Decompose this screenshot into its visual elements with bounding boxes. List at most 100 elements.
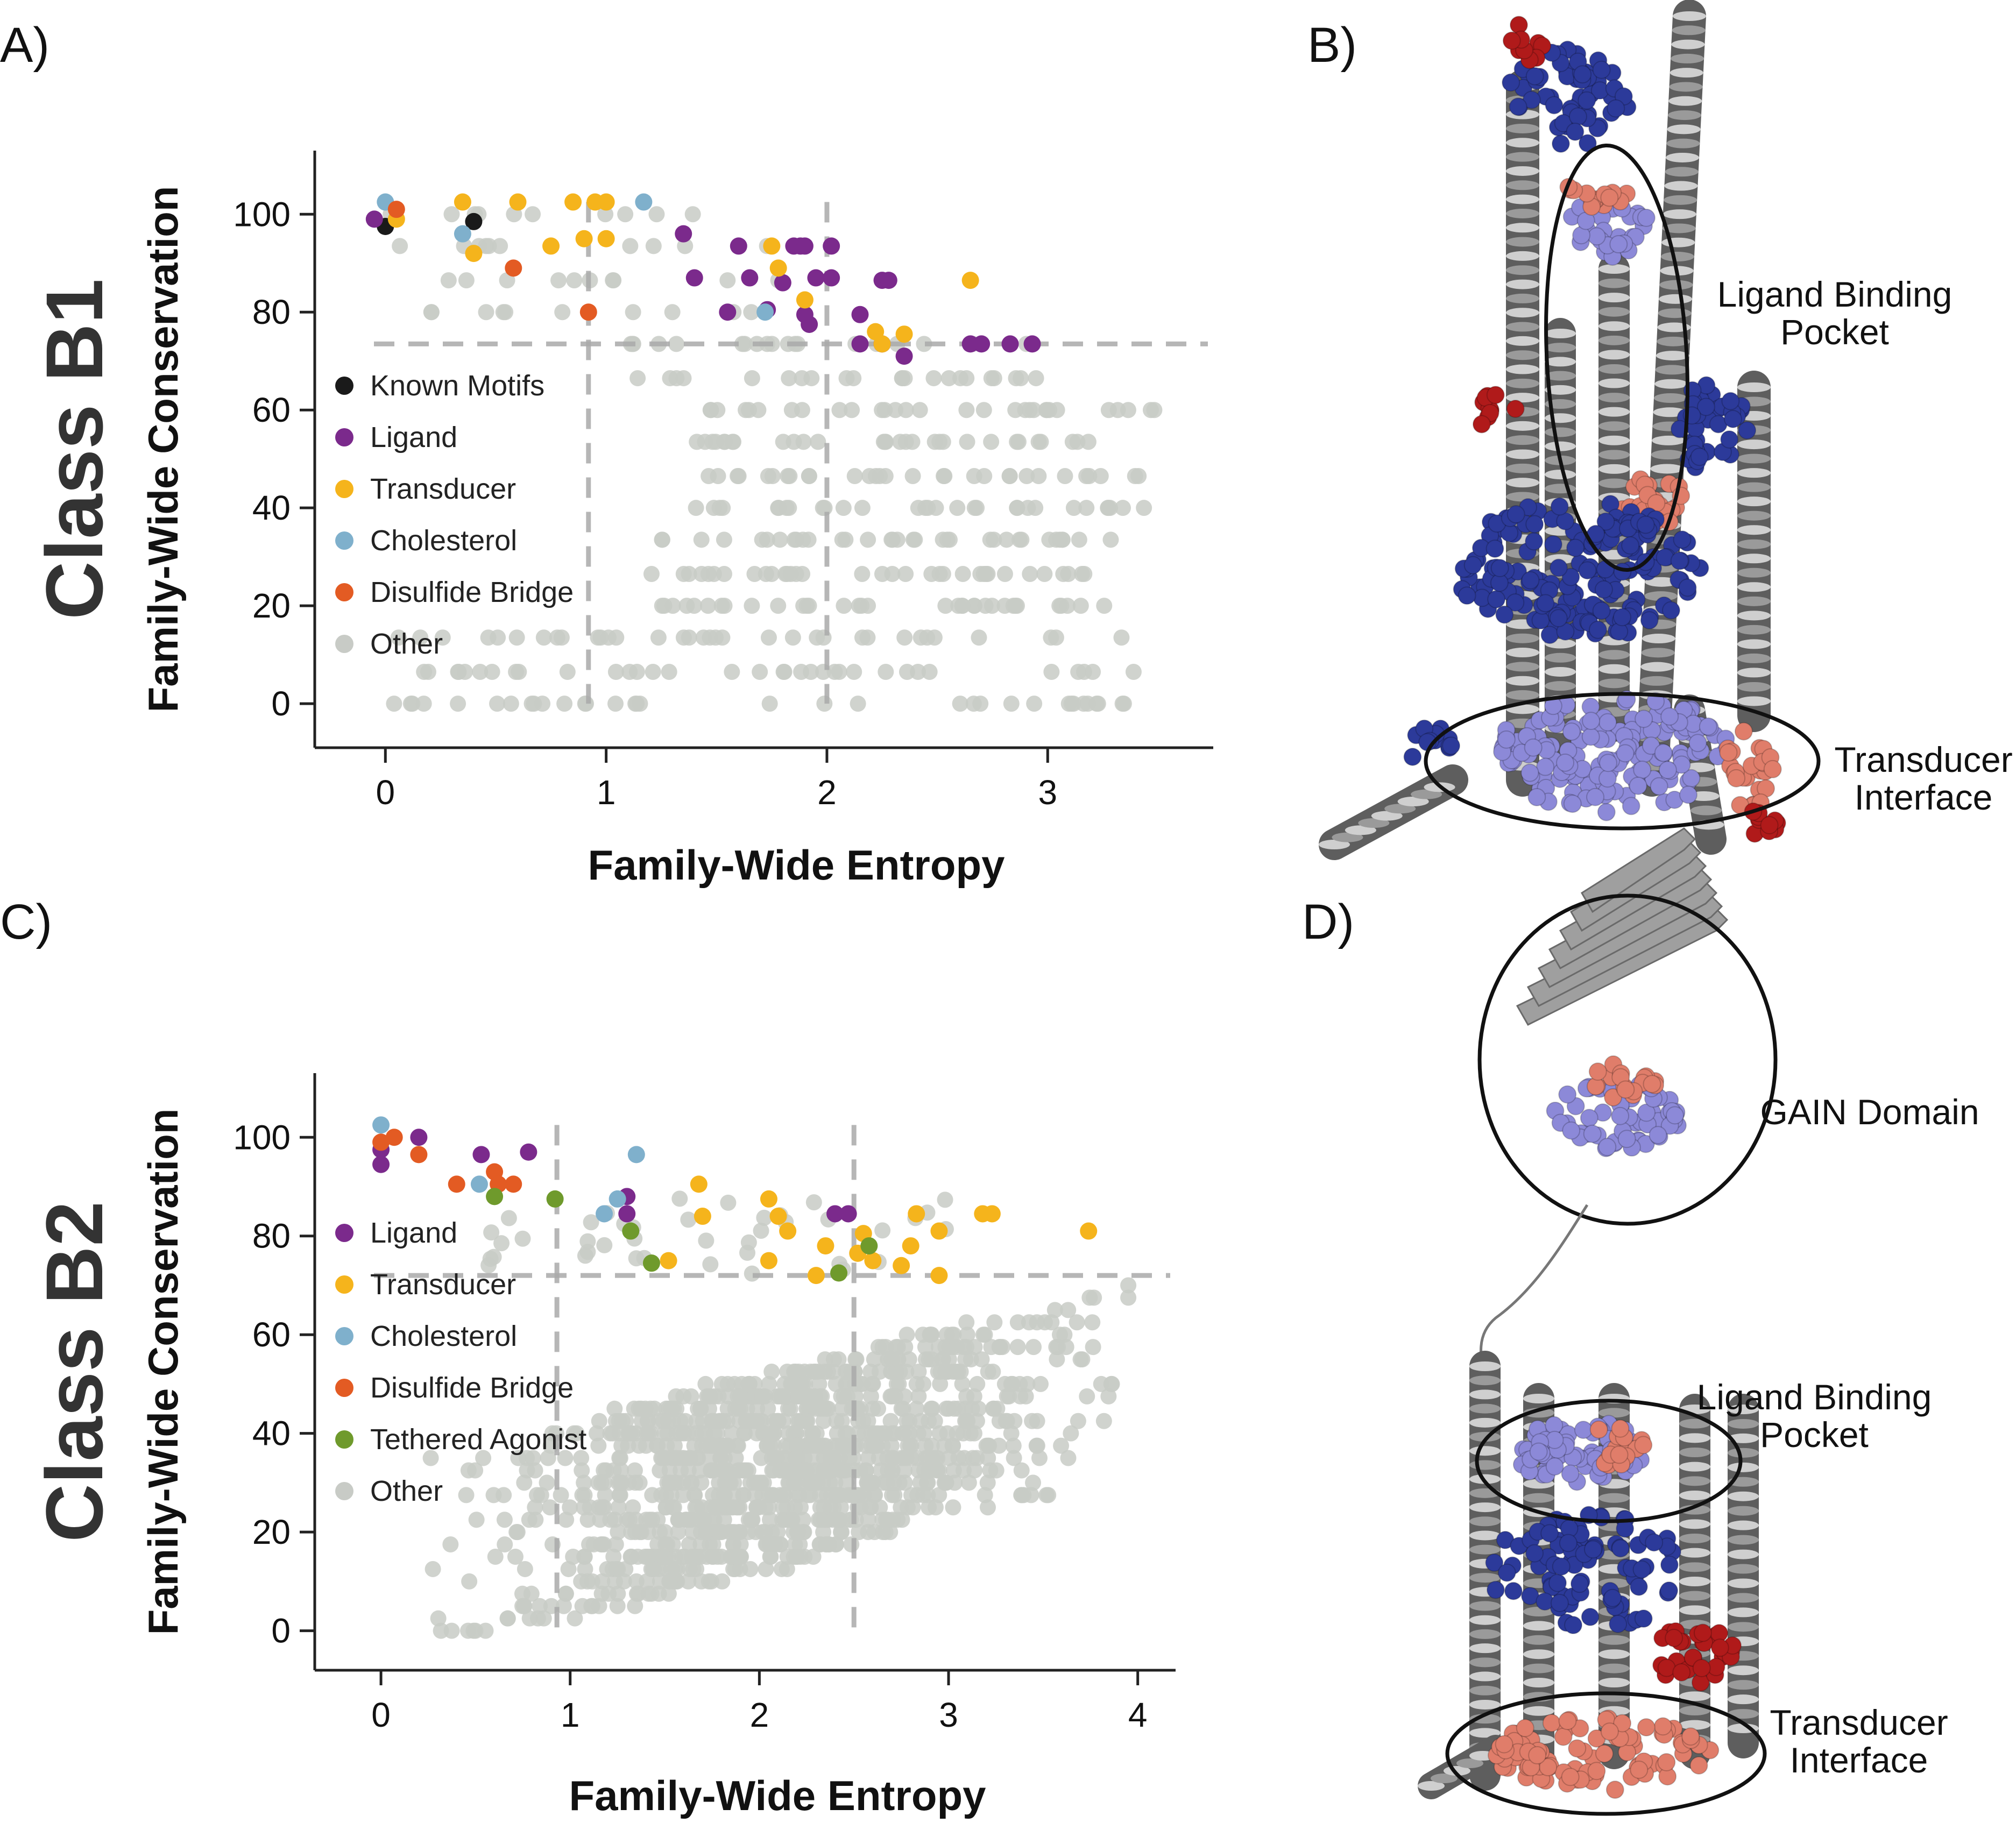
data-point-other: [716, 598, 733, 614]
data-point-other: [565, 1549, 582, 1565]
residue-sphere: [1586, 788, 1605, 806]
residue-sphere: [1587, 1762, 1606, 1781]
data-point-other: [724, 663, 740, 680]
region-outline: [1445, 1691, 1767, 1816]
helix-turn: [1665, 167, 1699, 177]
data-point-other: [390, 629, 407, 646]
helix-turn: [1659, 294, 1693, 304]
data-point-other: [978, 566, 994, 583]
x-tick-label: 2: [750, 1696, 769, 1734]
chart-class-b1: 0 1 2 3 0 20 40 60 80 100 Family-Wide Entropy Famil…: [29, 151, 1213, 889]
residue-sphere: [1720, 430, 1739, 449]
data-point-other: [576, 1487, 593, 1503]
data-point-other: [957, 1413, 974, 1429]
data-point-other: [1021, 1314, 1037, 1331]
data-point-other: [1146, 402, 1163, 418]
helix-turn: [1652, 435, 1686, 445]
helix-turn: [1728, 1694, 1759, 1705]
data-point-transducer: [597, 193, 615, 211]
data-point-other: [775, 1487, 792, 1503]
data-point-other: [1003, 696, 1020, 712]
data-point-other: [937, 1364, 954, 1380]
data-point-other: [843, 1536, 860, 1553]
helix-turn: [1679, 1433, 1710, 1443]
data-point-other: [611, 1487, 628, 1503]
data-point-other: [590, 1437, 607, 1454]
legend-entry: Disulfide Bridge: [370, 1372, 574, 1404]
helix-turn: [1598, 1493, 1630, 1503]
data-point-cholesterol: [454, 225, 471, 243]
data-point-other: [1078, 500, 1095, 516]
helix-turn: [1737, 439, 1771, 450]
helix-turn: [1659, 280, 1693, 290]
data-point-other: [1028, 1437, 1045, 1454]
data-point-other: [1001, 1388, 1017, 1405]
data-point-other: [1007, 402, 1024, 418]
data-point-other: [508, 663, 525, 680]
data-point-other: [628, 696, 645, 712]
data-point-other: [977, 1487, 993, 1503]
helix-turn: [1737, 611, 1771, 621]
residue-sphere: [1598, 769, 1617, 788]
helix-turn: [1598, 435, 1630, 445]
data-point-other: [1009, 1339, 1026, 1356]
data-point-other: [484, 663, 500, 680]
data-point-other: [415, 696, 432, 712]
data-point-other: [596, 1474, 613, 1491]
data-point-other: [817, 1450, 833, 1466]
data-point-other: [938, 1400, 954, 1417]
data-point-other: [980, 1450, 996, 1466]
residue-sphere: [1568, 1739, 1587, 1758]
data-point-other: [883, 1437, 900, 1454]
data-point-other: [926, 1413, 943, 1429]
data-point-transducer: [796, 291, 814, 309]
helix-turn: [1679, 1491, 1710, 1500]
helix-turn: [1371, 811, 1403, 821]
data-point-ligand: [675, 225, 692, 243]
data-point-other: [806, 1462, 823, 1479]
x-tick-label: 3: [939, 1696, 958, 1734]
y-tick-label: 100: [233, 1118, 291, 1157]
helix-turn: [1737, 525, 1771, 535]
data-point-other: [514, 1230, 531, 1247]
residue-sphere: [1617, 1130, 1636, 1148]
data-point-other: [767, 1450, 783, 1466]
data-point-other: [458, 1487, 475, 1503]
data-point-other: [859, 629, 876, 646]
data-point-other: [662, 370, 678, 387]
data-point-other: [899, 1327, 915, 1343]
residue-sphere: [1696, 398, 1715, 416]
legend-entry: Other: [370, 628, 443, 660]
helix-turn: [1728, 1520, 1759, 1530]
residue-sphere: [1600, 1722, 1619, 1741]
helix-turn: [1664, 195, 1697, 205]
helix-turn: [1418, 1781, 1445, 1791]
helix-turn: [1469, 1446, 1501, 1456]
residue-sphere: [1525, 532, 1544, 551]
data-point-other: [1070, 663, 1087, 680]
data-point-other: [1084, 1314, 1101, 1331]
data-point-other: [935, 434, 951, 450]
data-point-other: [834, 1400, 851, 1417]
data-point-other: [652, 1462, 668, 1479]
data-point-other: [854, 566, 871, 583]
legend-entry: Tethered Agonist: [370, 1423, 586, 1456]
helix-turn: [1737, 582, 1771, 592]
data-point-other: [834, 531, 851, 548]
data-point-other: [657, 1499, 674, 1516]
y-tick-label: 0: [271, 684, 291, 723]
data-point-other: [695, 629, 712, 646]
data-point-other: [732, 1388, 748, 1405]
data-point-other: [576, 1549, 592, 1565]
data-point-other: [846, 663, 862, 680]
residue-sphere: [1660, 1555, 1679, 1574]
data-point-other: [692, 1536, 709, 1553]
data-point-other: [784, 1375, 801, 1392]
data-point-other: [855, 1413, 872, 1429]
data-point-other: [969, 1375, 986, 1392]
data-point-other: [610, 1585, 626, 1602]
data-point-ligand: [895, 347, 913, 365]
data-point-other: [886, 1487, 903, 1503]
helix-turn: [1737, 496, 1771, 507]
data-point-other: [976, 468, 993, 485]
